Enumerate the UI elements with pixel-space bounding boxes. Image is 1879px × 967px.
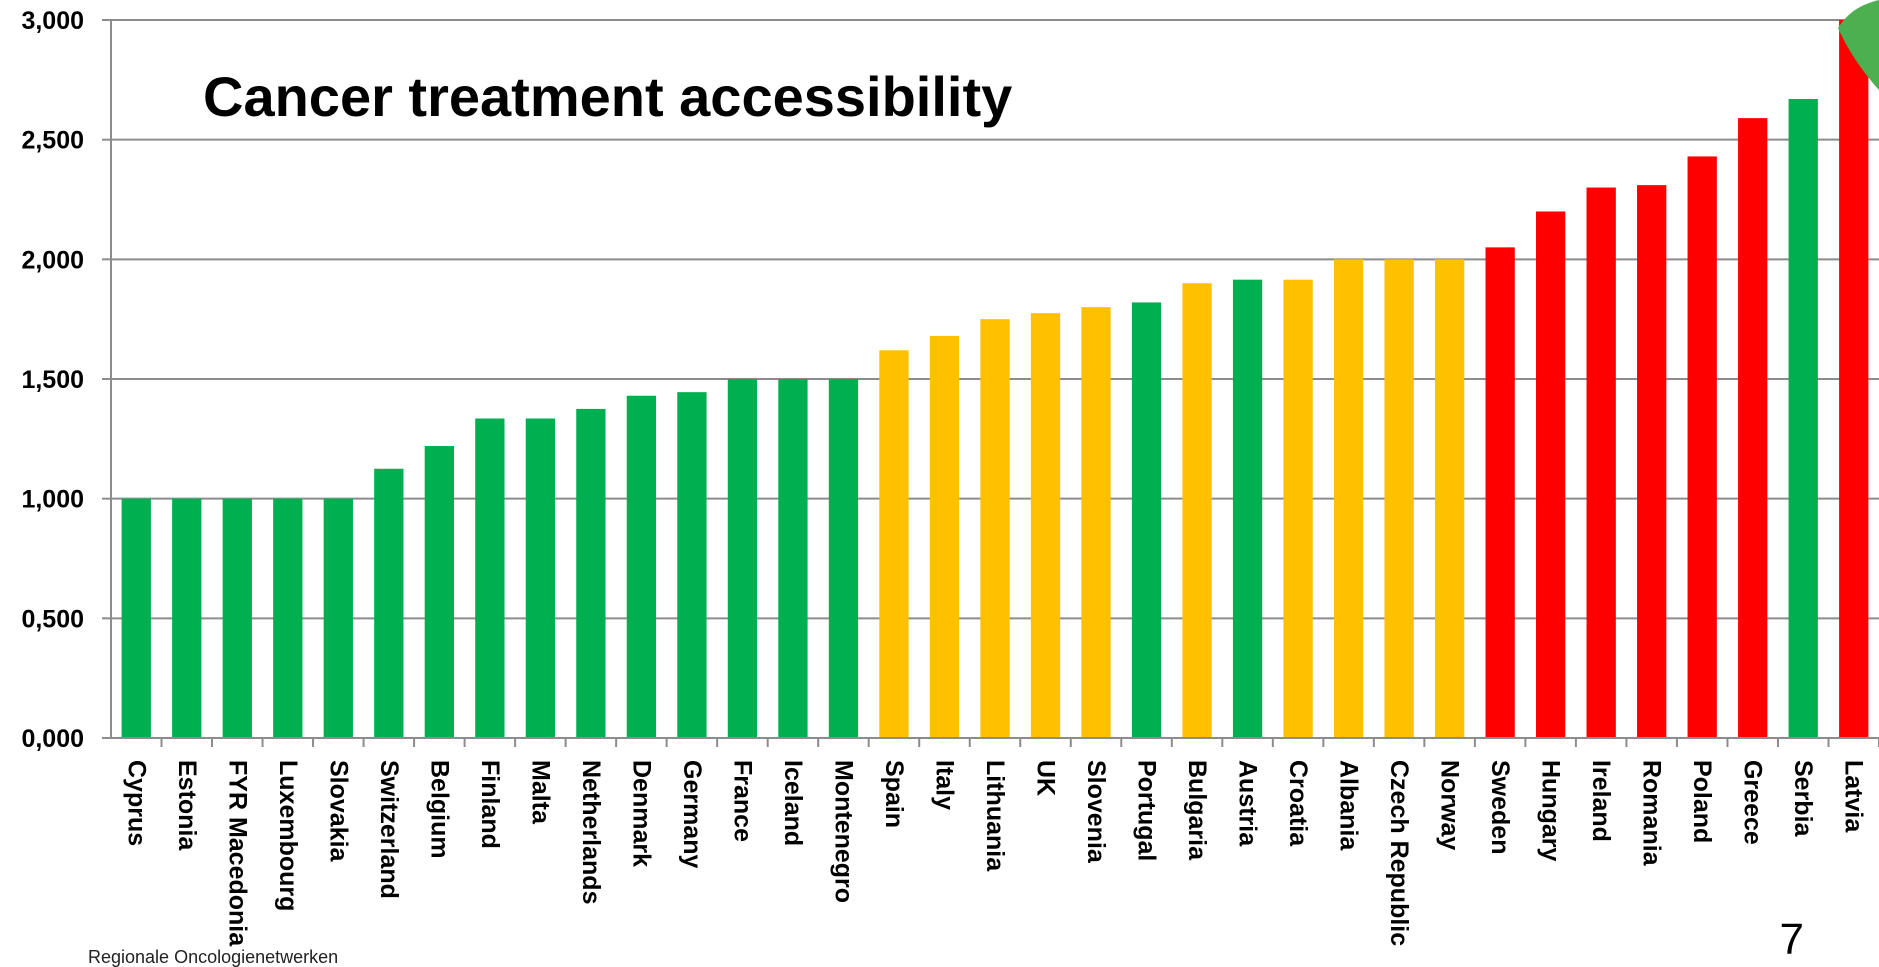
bar-fyr-macedonia — [222, 498, 252, 738]
x-category-label: Czech Republic — [1385, 760, 1413, 946]
x-category-label: Iceland — [779, 760, 807, 846]
axes — [110, 20, 1879, 747]
bar-uk — [1030, 313, 1061, 738]
x-category-label: FYR Macedonia — [223, 760, 251, 947]
x-category-label: Italy — [930, 760, 958, 810]
x-category-label: Finland — [476, 760, 504, 849]
x-category-label: Slovakia — [324, 760, 352, 863]
y-tick-label: 1,500 — [21, 366, 84, 394]
footer-organization: Regionale Oncologienetwerken — [88, 947, 339, 967]
bar-italy — [929, 335, 960, 738]
bar-hungary — [1536, 211, 1566, 738]
y-tick-label: 0,500 — [21, 605, 84, 633]
x-category-label: Ireland — [1587, 760, 1615, 842]
x-category-label: Norway — [1436, 760, 1464, 850]
bar-belgium — [424, 446, 454, 738]
bar-malta — [525, 418, 556, 738]
bar-spain — [879, 350, 909, 738]
x-category-label: Austria — [1234, 760, 1262, 847]
x-category-labels: Cyprus Estonia FYR Macedonia Luxembourg Slov… — [122, 760, 1867, 947]
x-category-label: Latvia — [1840, 760, 1868, 833]
x-category-label: Spain — [880, 760, 908, 828]
bar-france — [727, 379, 758, 738]
decorative-leaf-shape — [1838, 0, 1879, 90]
y-tick-label: 1,000 — [21, 486, 84, 514]
x-category-label: Netherlands — [577, 760, 605, 904]
x-category-label: Luxembourg — [274, 760, 302, 911]
bar-romania — [1637, 185, 1667, 738]
bar-iceland — [778, 379, 808, 738]
x-category-label: Serbia — [1789, 760, 1817, 838]
bar-germany — [677, 392, 707, 738]
x-category-label: Belgium — [425, 760, 453, 859]
x-category-label: Slovenia — [1082, 760, 1110, 864]
bar-lithuania — [980, 319, 1010, 738]
bar-norway — [1434, 259, 1465, 738]
bar-greece — [1738, 118, 1768, 739]
x-category-label: Bulgaria — [1183, 760, 1211, 861]
bar-slovakia — [323, 498, 353, 738]
bar-austria — [1232, 279, 1263, 738]
bar-cyprus — [121, 498, 151, 738]
bar-portugal — [1131, 302, 1162, 738]
x-category-label: Romania — [1638, 760, 1666, 867]
y-tick-label: 0,000 — [21, 725, 84, 753]
bar-luxembourg — [273, 498, 303, 738]
bar-ireland — [1586, 187, 1616, 739]
y-tick-label: 2,500 — [21, 127, 84, 155]
bar-poland — [1687, 156, 1717, 739]
chart-title: Cancer treatment accessibility — [203, 65, 1012, 128]
bar-finland — [475, 418, 505, 738]
x-category-label: Cyprus — [122, 760, 150, 846]
x-category-label: Croatia — [1284, 760, 1312, 847]
x-category-label: Montenegro — [829, 760, 857, 903]
y-tick-label: 2,000 — [21, 246, 84, 274]
bar-latvia — [1839, 20, 1869, 738]
x-category-label: Portugal — [1133, 760, 1161, 861]
x-category-label: Hungary — [1537, 760, 1565, 862]
x-category-label: Sweden — [1486, 760, 1514, 854]
x-category-label: Germany — [678, 760, 706, 868]
bar-croatia — [1283, 279, 1313, 738]
x-category-label: Malta — [526, 760, 554, 825]
y-tick-label: 3,000 — [21, 7, 84, 35]
bar-montenegro — [828, 379, 859, 738]
page-number: 7 — [1779, 915, 1804, 964]
x-category-label: UK — [1032, 760, 1060, 796]
bar-estonia — [172, 498, 202, 738]
x-category-label: Albania — [1335, 760, 1363, 851]
bar-serbia — [1788, 98, 1818, 739]
bar-slovenia — [1081, 307, 1111, 738]
x-category-label: Greece — [1739, 760, 1767, 845]
bar-czech-republic — [1384, 259, 1414, 738]
bars — [121, 20, 1869, 739]
bar-switzerland — [374, 468, 404, 738]
x-category-label: Denmark — [627, 760, 655, 867]
x-category-label: Estonia — [173, 760, 201, 851]
bar-bulgaria — [1182, 283, 1212, 738]
bar-netherlands — [576, 408, 606, 738]
x-category-label: Lithuania — [981, 760, 1009, 872]
x-category-label: France — [728, 760, 756, 842]
bar-albania — [1333, 259, 1364, 738]
bar-sweden — [1485, 247, 1515, 738]
x-category-label: Poland — [1688, 760, 1716, 843]
bar-denmark — [626, 395, 657, 738]
y-tick-labels: 0,000 0,500 1,000 1,500 2,000 2,500 3,000 — [21, 7, 84, 753]
x-category-label: Switzerland — [375, 760, 403, 899]
